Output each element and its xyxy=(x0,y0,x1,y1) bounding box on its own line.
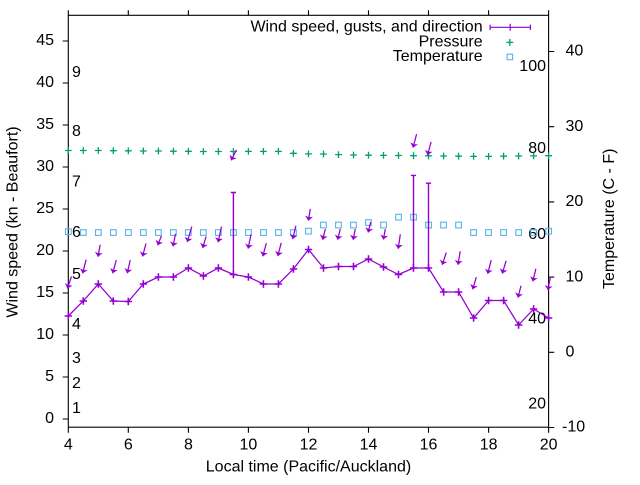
svg-text:4: 4 xyxy=(64,436,73,453)
svg-text:Local time (Pacific/Auckland): Local time (Pacific/Auckland) xyxy=(206,459,411,476)
svg-text:3: 3 xyxy=(72,350,81,367)
svg-text:2: 2 xyxy=(72,375,81,392)
svg-text:7: 7 xyxy=(72,173,81,190)
svg-text:-10: -10 xyxy=(562,419,585,436)
svg-text:Wind speed (kn - Beaufort): Wind speed (kn - Beaufort) xyxy=(5,126,22,317)
svg-text:6: 6 xyxy=(124,436,133,453)
svg-text:4: 4 xyxy=(72,316,81,333)
svg-text:80: 80 xyxy=(528,140,546,157)
svg-text:8: 8 xyxy=(184,436,193,453)
svg-text:10: 10 xyxy=(566,268,584,285)
svg-text:20: 20 xyxy=(566,193,584,210)
svg-text:6: 6 xyxy=(72,224,81,241)
svg-text:0: 0 xyxy=(566,344,575,361)
svg-text:40: 40 xyxy=(566,43,584,60)
svg-text:20: 20 xyxy=(36,242,54,259)
svg-text:0: 0 xyxy=(45,410,54,427)
svg-text:1: 1 xyxy=(72,400,81,417)
svg-text:8: 8 xyxy=(72,123,81,140)
svg-text:Temperature (C - F): Temperature (C - F) xyxy=(601,149,618,289)
svg-text:20: 20 xyxy=(540,436,558,453)
svg-text:20: 20 xyxy=(528,396,546,413)
svg-text:10: 10 xyxy=(240,436,258,453)
svg-text:Wind speed, gusts, and directi: Wind speed, gusts, and direction xyxy=(250,19,482,36)
svg-text:9: 9 xyxy=(72,64,81,81)
svg-text:Pressure: Pressure xyxy=(419,34,483,51)
svg-text:45: 45 xyxy=(36,32,54,49)
svg-text:16: 16 xyxy=(420,436,438,453)
svg-text:12: 12 xyxy=(300,436,318,453)
svg-text:5: 5 xyxy=(72,266,81,283)
svg-text:30: 30 xyxy=(36,158,54,175)
svg-text:40: 40 xyxy=(36,74,54,91)
svg-text:18: 18 xyxy=(480,436,498,453)
svg-text:Temperature: Temperature xyxy=(393,48,483,65)
svg-text:15: 15 xyxy=(36,284,54,301)
svg-text:100: 100 xyxy=(519,58,546,75)
svg-text:30: 30 xyxy=(566,118,584,135)
svg-text:14: 14 xyxy=(360,436,378,453)
svg-text:10: 10 xyxy=(36,326,54,343)
svg-text:35: 35 xyxy=(36,116,54,133)
svg-text:40: 40 xyxy=(528,311,546,328)
svg-text:25: 25 xyxy=(36,200,54,217)
svg-text:5: 5 xyxy=(45,368,54,385)
